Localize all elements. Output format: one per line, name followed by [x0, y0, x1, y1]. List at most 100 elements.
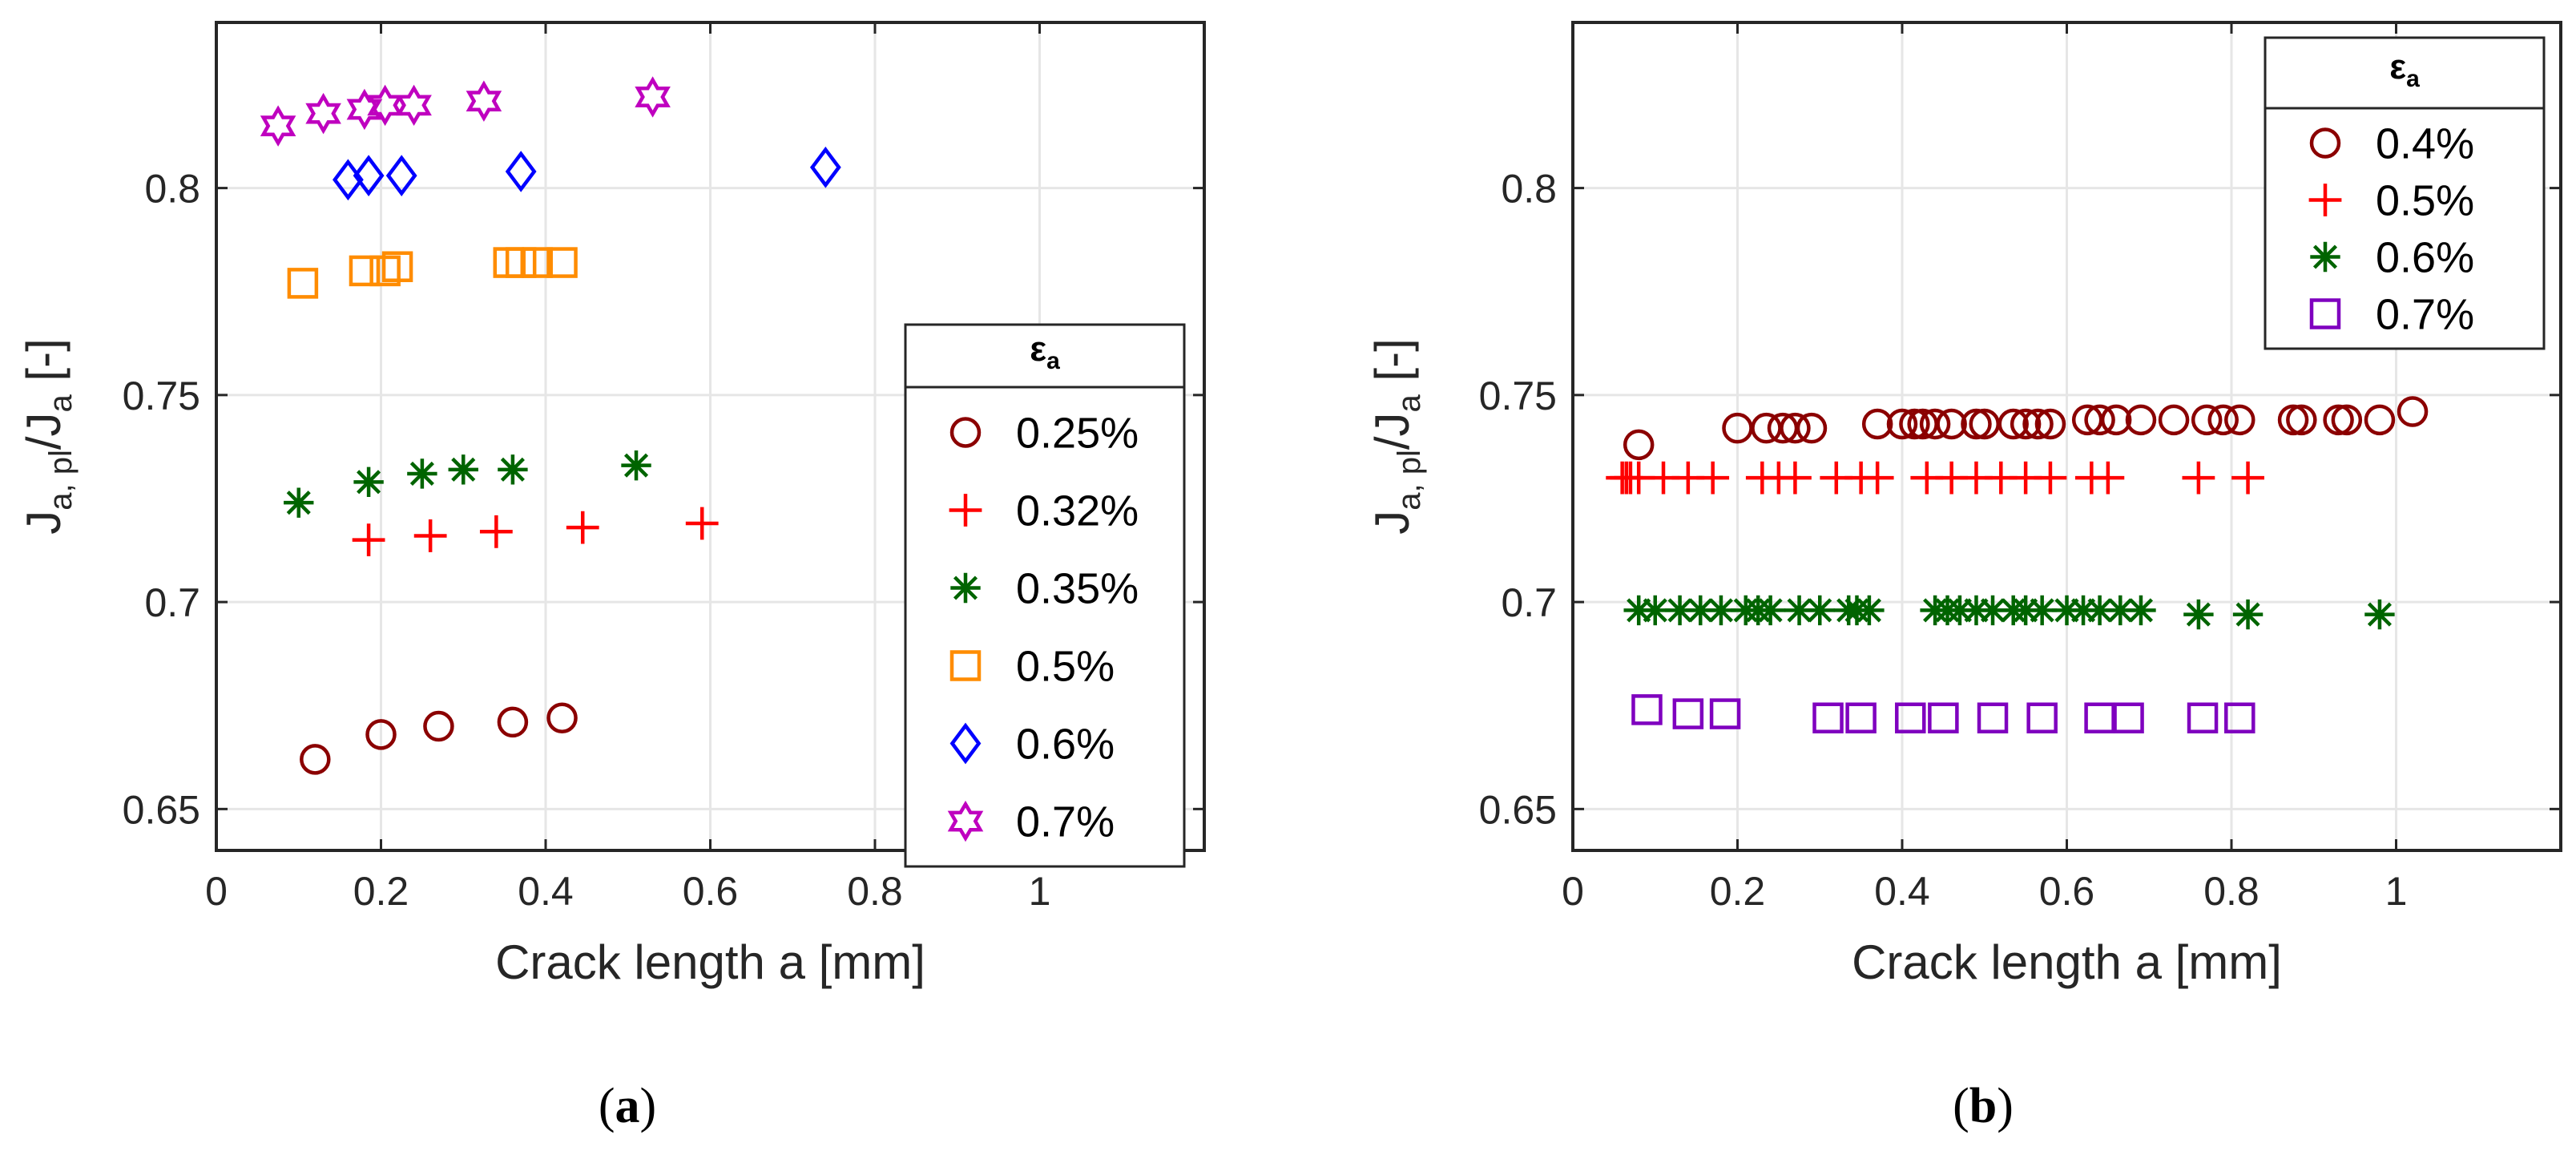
data-point — [287, 268, 319, 299]
x-tick-label: 0.6 — [683, 869, 739, 914]
y-axis-label-suffix: [-] — [1365, 338, 1419, 394]
data-point — [2100, 404, 2132, 436]
x-tick-label: 0.4 — [518, 869, 574, 914]
data-point — [1780, 412, 1811, 444]
y-axis-label: Ja, pl/Ja [-] — [17, 338, 79, 535]
data-point — [2397, 396, 2429, 427]
series-0.6% — [1623, 595, 2395, 630]
data-point — [498, 454, 528, 485]
data-point — [1961, 408, 1992, 440]
y-tick-label: 0.75 — [1479, 374, 1557, 418]
legend-label: 0.25% — [1016, 410, 1139, 458]
data-point — [2010, 595, 2041, 626]
data-point — [1998, 408, 2029, 440]
legend-marker — [2308, 184, 2342, 216]
x-tick-label: 0.2 — [1710, 869, 1766, 914]
data-point — [2034, 408, 2066, 440]
series-0.7% — [1631, 694, 2256, 733]
panel-a: 0 0.2 0.4 0.6 0.8 1 0.65 0.7 0.75 0.8 Crack length… — [17, 21, 1206, 1133]
data-point — [284, 487, 314, 518]
data-point — [1860, 461, 1894, 495]
y-axis-label-suffix: [-] — [17, 338, 71, 394]
legend-box — [904, 323, 1186, 868]
data-point — [396, 84, 432, 127]
data-point — [2084, 404, 2115, 436]
data-point — [1936, 408, 1967, 440]
x-tick-label: 0.2 — [353, 869, 409, 914]
data-point — [2113, 702, 2144, 733]
data-point — [353, 466, 384, 498]
data-point — [2125, 404, 2157, 436]
data-point — [1755, 595, 1786, 626]
data-point — [1919, 408, 1951, 440]
data-point — [2277, 404, 2309, 436]
data-point — [2232, 599, 2264, 630]
data-point — [505, 247, 537, 278]
data-point — [479, 515, 513, 548]
data-point — [413, 519, 447, 552]
x-tick-label: 1 — [2385, 869, 2408, 914]
y-tick-label: 0.65 — [123, 787, 200, 832]
data-point — [522, 247, 553, 278]
data-point — [448, 454, 478, 485]
legend-label: 0.32% — [1016, 487, 1139, 535]
y-axis-label-sub1: a, pl — [43, 450, 79, 511]
data-point — [1886, 408, 1918, 440]
x-tick-label: 1 — [1029, 869, 1051, 914]
panel-label-close: ) — [1997, 1079, 2014, 1133]
data-point — [305, 92, 341, 135]
data-point — [1796, 412, 1828, 444]
data-point — [2191, 404, 2223, 436]
data-point — [2182, 461, 2215, 495]
x-axis-label: Crack length a [mm] — [1852, 935, 2282, 989]
data-point — [2207, 404, 2239, 436]
data-point — [1804, 595, 1835, 626]
legend-label: 0.7% — [2376, 291, 2474, 339]
data-point — [1854, 595, 1885, 626]
panel-label-close: ) — [640, 1079, 657, 1133]
data-point — [2364, 599, 2395, 630]
data-point — [566, 511, 599, 544]
data-point — [381, 251, 413, 282]
data-point — [1977, 595, 2008, 626]
y-tick-label: 0.65 — [1479, 787, 1557, 832]
x-tick-label: 0.4 — [1874, 869, 1930, 914]
series-0.32% — [352, 507, 719, 557]
data-point — [2286, 404, 2317, 436]
data-point — [2034, 461, 2067, 495]
data-point — [1685, 595, 1715, 626]
series-0.7% — [260, 76, 671, 147]
data-point — [2224, 702, 2256, 733]
data-point — [2331, 404, 2363, 436]
panel-label: (b) — [1953, 1079, 2014, 1133]
data-point — [2091, 461, 2125, 495]
legend-marker — [949, 494, 982, 527]
data-point — [546, 247, 578, 278]
data-point — [1623, 595, 1654, 626]
legend-marker — [949, 417, 982, 448]
legend-marker — [947, 800, 984, 842]
data-point — [2187, 702, 2219, 733]
data-point — [260, 105, 296, 147]
legend-box — [2264, 36, 2546, 350]
x-tick-label: 0.8 — [847, 869, 903, 914]
series-0.4% — [1623, 396, 2429, 461]
panel-b: 0 0.2 0.4 0.6 0.8 1 0.65 0.7 0.75 0.8 Crack length… — [1365, 21, 2562, 1133]
data-point — [300, 744, 331, 775]
data-point — [1623, 429, 1655, 461]
legend-title-sub: a — [2406, 66, 2420, 92]
y-axis-label-slash: /J — [1365, 412, 1419, 450]
data-point — [346, 88, 383, 131]
x-axis-label: Crack length a [mm] — [495, 935, 925, 989]
legend-marker — [2310, 241, 2340, 273]
legend-label: 0.6% — [1016, 721, 1115, 769]
data-point — [546, 702, 578, 733]
axes-box — [215, 21, 1206, 852]
axes-box — [1571, 21, 2562, 852]
data-point — [1945, 595, 1975, 626]
data-point — [635, 76, 671, 118]
series-0.5% — [287, 247, 578, 299]
data-point — [685, 507, 719, 540]
x-tick-label: 0.8 — [2203, 869, 2260, 914]
y-axis-label: Ja, pl/Ja [-] — [1365, 338, 1427, 535]
